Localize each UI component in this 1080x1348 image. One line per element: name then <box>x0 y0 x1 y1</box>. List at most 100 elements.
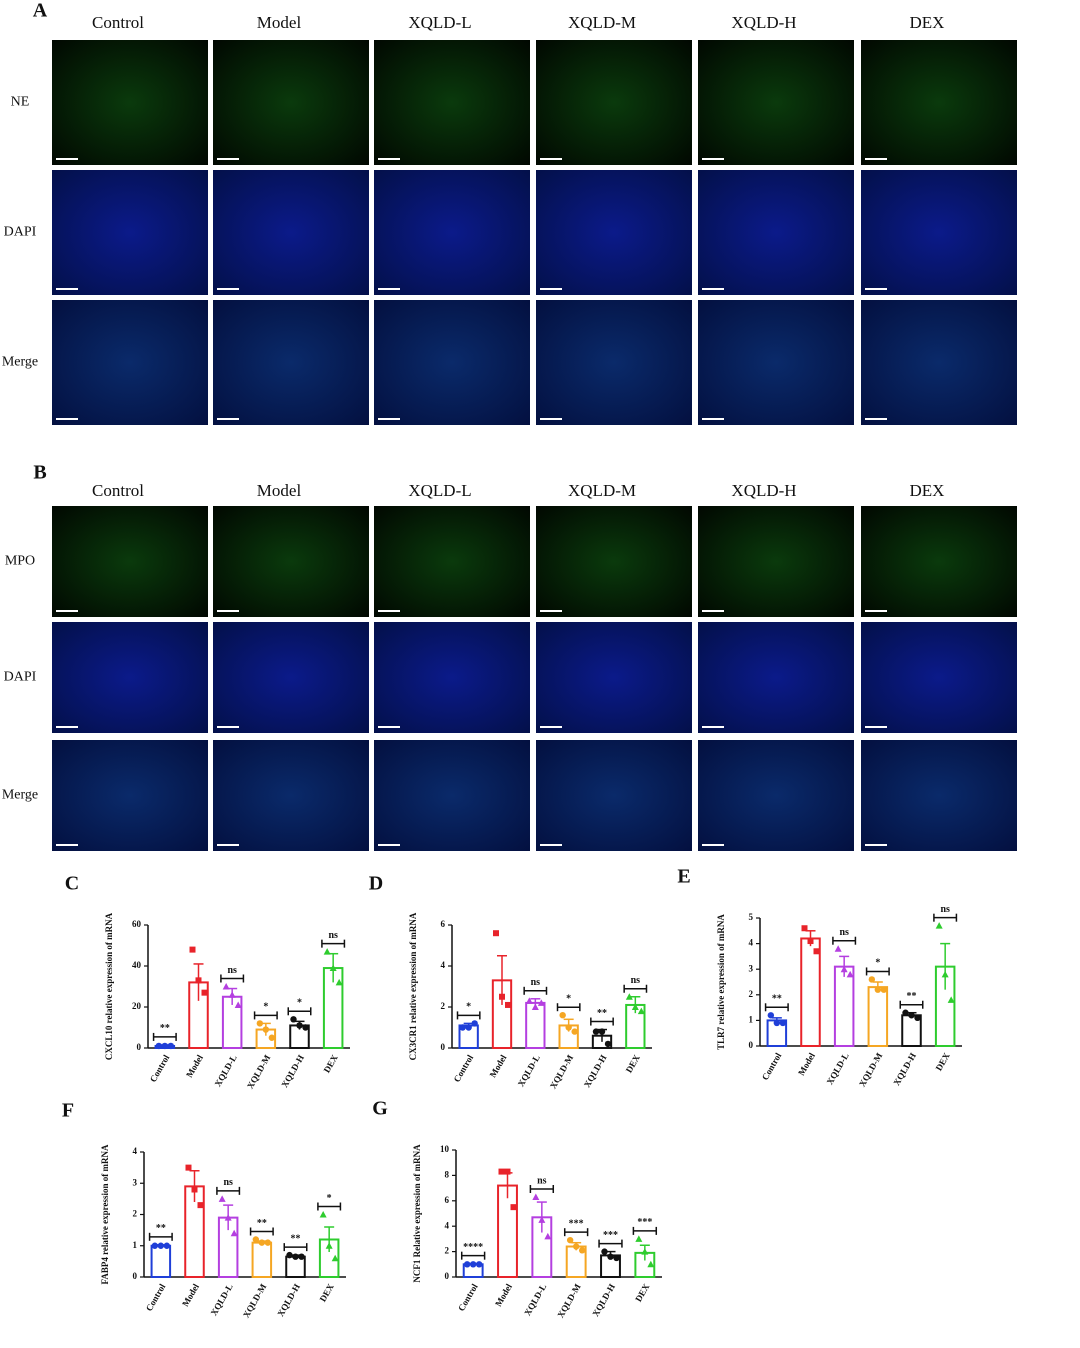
significance-label: ns <box>631 975 641 986</box>
significance-label: ns <box>328 930 338 941</box>
y-tick-label: 3 <box>749 963 754 973</box>
micrograph <box>861 170 1017 295</box>
data-point <box>532 1193 540 1200</box>
y-tick-label: 40 <box>132 960 142 970</box>
data-point <box>647 1260 655 1268</box>
micrograph <box>52 300 208 425</box>
chart-label: D <box>369 873 383 895</box>
data-point <box>191 1186 198 1193</box>
data-point <box>531 1003 539 1010</box>
data-point <box>566 1236 574 1244</box>
data-point <box>499 993 505 1000</box>
data-point <box>868 976 876 983</box>
y-tick-label: 4 <box>441 960 446 970</box>
data-point <box>155 1042 163 1050</box>
data-point <box>607 1253 614 1260</box>
x-tick-label: Control <box>144 1282 168 1313</box>
y-axis-title: CXCL10 relative expression of mRNA <box>104 912 114 1060</box>
data-point <box>465 1024 472 1031</box>
data-point <box>163 1242 171 1249</box>
x-tick-label: XQLD-L <box>825 1051 851 1086</box>
data-point <box>571 1028 578 1035</box>
y-tick-label: 4 <box>133 1146 138 1156</box>
data-point <box>874 986 882 993</box>
significance-label: ** <box>160 1023 170 1034</box>
data-point <box>801 925 808 932</box>
x-tick-label: XQLD-M <box>245 1053 273 1091</box>
data-point <box>637 1007 645 1015</box>
data-point <box>302 1024 309 1031</box>
data-point <box>635 1235 643 1242</box>
significance-label: * <box>466 1002 471 1013</box>
x-tick-label: DEX <box>934 1051 952 1073</box>
x-tick-label: DEX <box>633 1282 651 1304</box>
data-point <box>559 1012 566 1019</box>
data-point <box>834 945 842 952</box>
micrograph <box>698 170 854 295</box>
data-point <box>510 1204 517 1211</box>
data-point <box>813 948 820 955</box>
micrograph <box>52 740 208 851</box>
column-label: Control <box>92 13 144 32</box>
micrograph <box>52 622 208 733</box>
data-point <box>286 1251 293 1259</box>
x-tick-label: Model <box>184 1053 205 1080</box>
column-label: XQLD-H <box>731 481 796 500</box>
data-point <box>234 1001 242 1008</box>
y-axis-title: CX3CR1 relative expression of mRNA <box>408 912 418 1060</box>
x-tick-label: Model <box>493 1282 514 1309</box>
significance-label: * <box>875 958 880 969</box>
panel-label: B <box>33 462 46 484</box>
micrograph <box>213 170 369 295</box>
micrograph <box>536 300 692 425</box>
y-tick-label: 6 <box>445 1195 450 1205</box>
data-point <box>296 1022 303 1029</box>
bar <box>150 1244 172 1278</box>
chart-label: C <box>65 873 79 895</box>
micrograph <box>536 740 692 851</box>
micrograph <box>861 506 1017 617</box>
data-point <box>601 1248 608 1255</box>
y-tick-label: 2 <box>441 1001 446 1011</box>
data-point <box>578 1247 586 1254</box>
x-tick-label: Model <box>180 1282 201 1309</box>
data-point <box>565 1024 572 1031</box>
data-point <box>908 1012 915 1019</box>
chart-label: G <box>372 1098 388 1120</box>
micrograph <box>374 740 530 851</box>
micrograph <box>861 622 1017 733</box>
significance-label: ns <box>839 927 849 938</box>
data-point <box>161 1042 169 1050</box>
data-point <box>613 1254 620 1262</box>
micrograph <box>213 740 369 851</box>
micrograph <box>213 622 369 733</box>
data-point <box>537 999 545 1006</box>
x-tick-label: XQLD-M <box>857 1051 885 1089</box>
data-point <box>538 1216 546 1223</box>
significance-label: ns <box>531 977 541 988</box>
data-point <box>329 964 337 972</box>
data-point <box>256 1020 264 1027</box>
y-tick-label: 4 <box>749 938 754 948</box>
y-tick-label: 1 <box>749 1014 754 1024</box>
micrograph <box>861 740 1017 851</box>
data-point <box>779 1019 787 1027</box>
data-point <box>290 1016 297 1023</box>
micrograph <box>213 40 369 165</box>
micrograph <box>861 300 1017 425</box>
micrograph <box>536 622 692 733</box>
data-point <box>189 946 196 953</box>
significance-label: ns <box>537 1175 547 1186</box>
y-tick-label: 0 <box>441 1042 446 1052</box>
micrograph <box>374 506 530 617</box>
micrograph <box>536 170 692 295</box>
significance-label: ns <box>223 1177 233 1188</box>
data-point <box>504 1168 511 1175</box>
significance-label: ns <box>227 965 237 976</box>
significance-label: *** <box>637 1217 652 1228</box>
micrograph <box>374 622 530 733</box>
data-point <box>230 1229 238 1237</box>
data-point <box>258 1239 266 1246</box>
micrograph <box>52 170 208 295</box>
column-label: XQLD-M <box>568 481 636 500</box>
